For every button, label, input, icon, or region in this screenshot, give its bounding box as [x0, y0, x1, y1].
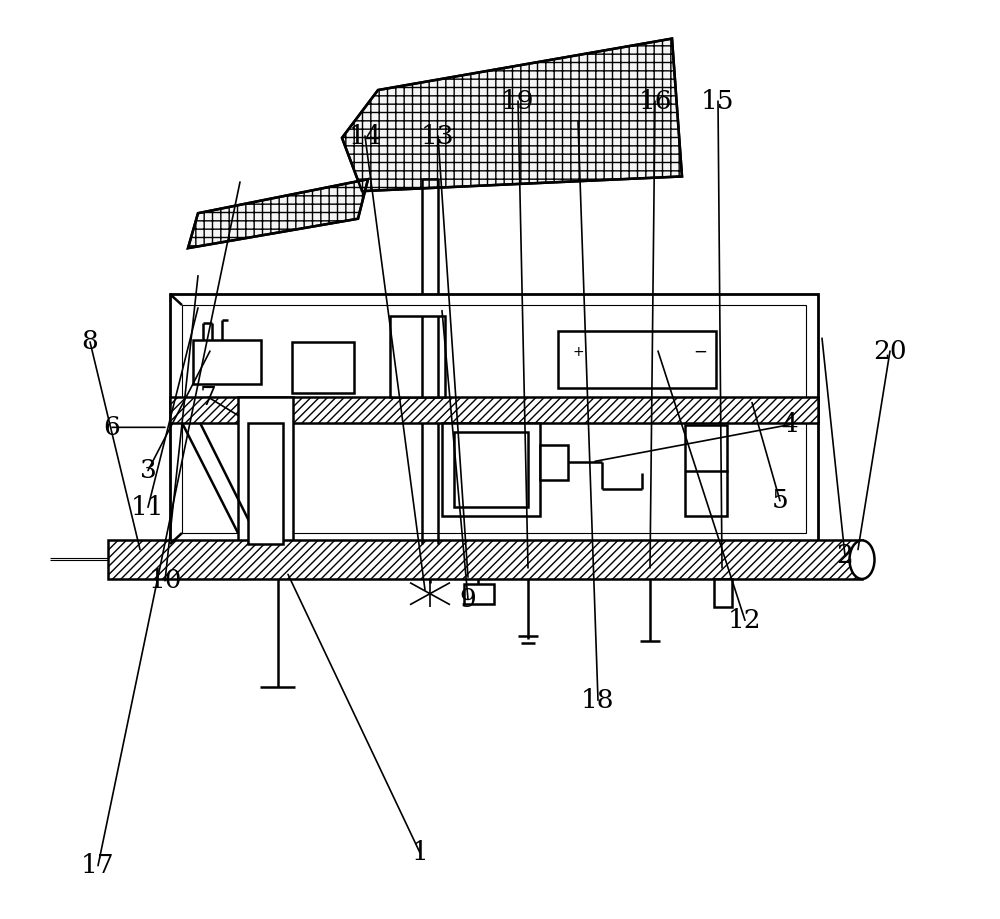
FancyBboxPatch shape [442, 423, 540, 516]
FancyBboxPatch shape [292, 342, 354, 393]
Text: 4: 4 [782, 412, 798, 437]
Text: 14: 14 [348, 123, 382, 149]
FancyBboxPatch shape [108, 540, 862, 579]
Text: 3: 3 [140, 458, 156, 483]
Polygon shape [188, 179, 368, 248]
FancyBboxPatch shape [714, 579, 732, 607]
Text: 5: 5 [772, 488, 788, 514]
Text: 6: 6 [104, 414, 120, 440]
FancyBboxPatch shape [685, 425, 727, 516]
Text: 10: 10 [148, 568, 182, 594]
Ellipse shape [850, 540, 874, 579]
Text: 12: 12 [728, 607, 762, 633]
Text: 18: 18 [581, 687, 615, 713]
FancyBboxPatch shape [558, 331, 716, 388]
Text: 8: 8 [82, 329, 98, 355]
Text: 7: 7 [200, 384, 216, 410]
Text: 20: 20 [873, 338, 907, 364]
Text: +: + [572, 345, 584, 359]
Text: 15: 15 [701, 88, 735, 114]
Text: 13: 13 [421, 123, 455, 149]
FancyBboxPatch shape [170, 294, 818, 544]
Text: 17: 17 [81, 853, 115, 879]
Text: 2: 2 [837, 543, 853, 569]
FancyBboxPatch shape [193, 340, 261, 384]
Polygon shape [342, 39, 682, 191]
Text: 11: 11 [131, 494, 165, 520]
FancyBboxPatch shape [540, 445, 568, 480]
FancyBboxPatch shape [238, 397, 293, 544]
FancyBboxPatch shape [170, 397, 818, 423]
Text: 19: 19 [501, 88, 535, 114]
Text: 16: 16 [638, 88, 672, 114]
Text: 1: 1 [412, 840, 428, 866]
FancyBboxPatch shape [464, 584, 494, 604]
FancyBboxPatch shape [454, 432, 528, 507]
Text: 9: 9 [460, 586, 476, 612]
FancyBboxPatch shape [248, 423, 283, 544]
Text: −: − [693, 343, 707, 361]
FancyBboxPatch shape [390, 316, 445, 397]
